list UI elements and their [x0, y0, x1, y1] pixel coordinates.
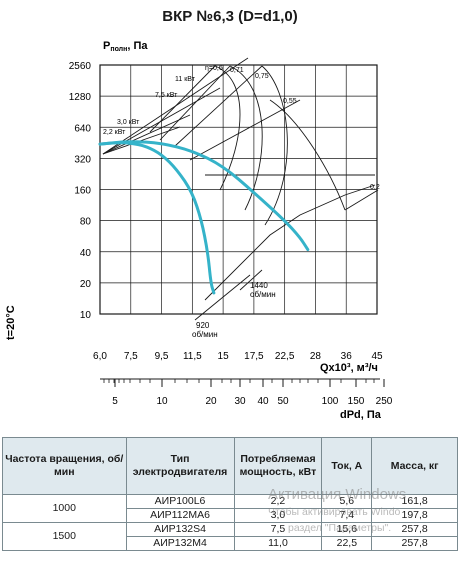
speed-curve-3 [261, 65, 288, 226]
rpm-unit-920: об/мин [192, 330, 218, 339]
x-tick-label-6: 22,5 [275, 351, 295, 362]
cell-power: 11,0 [233, 536, 323, 551]
y-axis-label: Pполн, Па [103, 40, 148, 53]
dpd-tick-label-5: 50 [277, 396, 289, 407]
dpd-axis-label: dPd, Па [340, 409, 382, 421]
y-tick-label-0: 2560 [69, 61, 92, 72]
spec-table: Частота вращения, об/мин Тип электродвиг… [2, 437, 458, 551]
eff-line-4 [189, 99, 301, 161]
windows-activation-watermark: Активация Windows Чтобы активировать Win… [268, 487, 406, 536]
eff-line-6 [204, 184, 376, 301]
y-tick-label-7: 20 [80, 279, 92, 290]
eff-label-06: η=0,6 [205, 65, 223, 72]
curve-920-rpm [98, 141, 216, 295]
x-axis-label: Qx10³, м³/ч [320, 362, 378, 374]
header-current: Ток, А [321, 437, 373, 495]
eff-line-1 [149, 65, 216, 133]
cell-mass: 197,8 [371, 508, 458, 523]
y-tick-label-2: 640 [74, 123, 91, 134]
x-tick-label-5: 17,5 [244, 351, 264, 362]
y-tick-label-3: 320 [74, 154, 91, 165]
y-tick-label-6: 40 [80, 248, 92, 259]
cell-current: 15,6 [321, 522, 373, 537]
header-speed: Частота вращения, об/мин [2, 437, 127, 495]
dpd-tick-label-1: 10 [156, 396, 168, 407]
eff-line-3 [174, 65, 263, 147]
header-power: Потребляемая мощность, кВт [233, 437, 323, 495]
power-line-3kw [102, 114, 191, 155]
rpm-1440-leader [239, 269, 263, 291]
dpd-tick-label-8: 250 [376, 396, 393, 407]
rpm-label-leader [194, 274, 251, 321]
header-motor: Тип электродвигателя [125, 437, 235, 495]
cell-mass: 257,8 [371, 522, 458, 537]
x-tick-label-2: 9,5 [155, 351, 169, 362]
x-tick-label-0: 6,0 [93, 351, 107, 362]
eff-line-02 [344, 189, 379, 211]
chart-title: ВКР №6,3 (D=d1,0) [162, 8, 298, 25]
cell-current: 7,4 [321, 508, 373, 523]
eff-label-075: 0,75 [255, 73, 269, 80]
y-ticks: 2560 1280 640 320 160 80 40 20 10 [69, 61, 92, 321]
cell-speed: 1000 [2, 494, 127, 523]
dpd-tick-label-7: 150 [348, 396, 365, 407]
cell-current: 22,5 [321, 536, 373, 551]
watermark-line-1: Активация Windows [268, 486, 407, 503]
y-tick-label-1: 1280 [69, 92, 92, 103]
watermark-line-2: Чтобы активировать Windo [268, 506, 401, 518]
table-row: 1000 АИР100L6 2,2 5,6 161,8 [2, 494, 458, 523]
power-label-2-2kw: 2,2 кВт [103, 129, 126, 136]
dpd-tick-label-3: 30 [234, 396, 246, 407]
y-tick-label-4: 160 [74, 186, 91, 197]
performance-chart: ВКР №6,3 (D=d1,0) Pполн, Па t=20°C 2560 1… [5, 8, 393, 421]
x-tick-label-8: 36 [341, 351, 353, 362]
rpm-unit-1440: об/мин [250, 290, 276, 299]
speed-curve-2 [229, 65, 263, 211]
overlay-lines [102, 57, 379, 321]
power-label-11kw: 11 кВт [175, 76, 196, 83]
dpd-tick-label-4: 40 [257, 396, 269, 407]
eff-curve-055 [269, 99, 346, 211]
cell-power: 3,0 [233, 508, 323, 523]
cell-motor: АИР100L6 [125, 494, 235, 509]
x-ticks: 6,0 7,5 9,5 11,5 15 17,5 22,5 28 36 45 [93, 351, 383, 362]
dpd-tick-label-6: 100 [322, 396, 339, 407]
eff-label-071: 0,71 [230, 67, 244, 74]
eff-label-055: 0,55 [283, 98, 297, 105]
dpd-ticks: 5 10 20 30 40 50 100 150 250 [103, 379, 393, 407]
watermark-line-3: раздел "Параметры". [288, 522, 392, 534]
header-mass: Масса, кг [371, 437, 458, 495]
spec-table-wrap: Частота вращения, об/мин Тип электродвиг… [2, 437, 458, 551]
table-header-row: Частота вращения, об/мин Тип электродвиг… [2, 437, 458, 495]
temperature-label: t=20°C [5, 305, 17, 340]
power-label-7-5kw: 7,5 кВт [155, 92, 178, 99]
cell-mass: 257,8 [371, 536, 458, 551]
eff-line-2 [159, 65, 231, 141]
y-tick-label-5: 80 [80, 217, 92, 228]
cell-motor: АИР132М4 [125, 536, 235, 551]
dpd-tick-label-2: 20 [205, 396, 217, 407]
cell-motor: АИР132S4 [125, 522, 235, 537]
table-row: АИР132М4 11,0 22,5 257,8 [3, 536, 458, 551]
y-tick-label-8: 10 [80, 310, 92, 321]
x-tick-label-3: 11,5 [183, 351, 202, 362]
rpm-label-920: 920 [196, 321, 210, 330]
eff-label-02: 0,2 [370, 184, 380, 191]
x-tick-label-4: 15 [218, 351, 230, 362]
x-tick-label-1: 7,5 [124, 351, 138, 362]
dpd-tick-label-0: 5 [112, 396, 118, 407]
fan-curves [98, 140, 310, 295]
cell-speed: 1500 [2, 522, 127, 551]
power-label-3kw: 3,0 кВт [117, 119, 140, 126]
x-tick-label-7: 28 [310, 351, 322, 362]
rpm-label-1440: 1440 [250, 281, 268, 290]
table-row: 1500 АИР132S4 7,5 15,6 257,8 [2, 522, 458, 551]
x-tick-label-9: 45 [371, 351, 383, 362]
grid [99, 64, 378, 315]
cell-motor: АИР112МА6 [125, 508, 235, 523]
